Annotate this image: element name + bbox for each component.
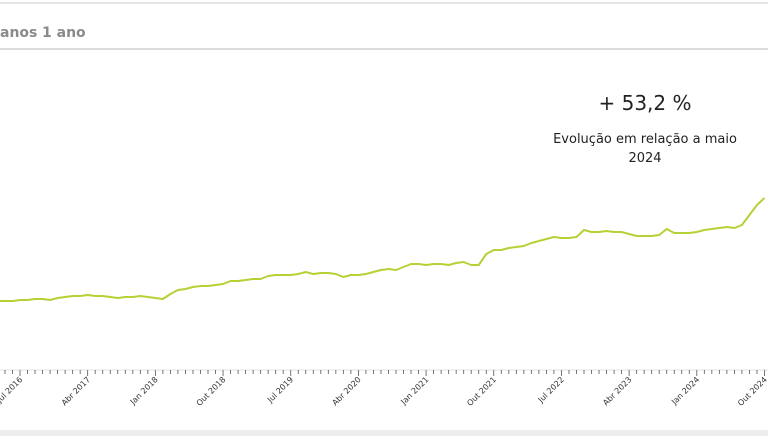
tab[interactable]: anos [0, 25, 37, 41]
line [0, 197, 766, 302]
annotation-value: + 53,2 % [598, 91, 691, 115]
tab[interactable]: 1 ano [42, 25, 86, 41]
annotation-text: 2024 [628, 151, 661, 166]
bottom-band [0, 430, 768, 436]
annotation-text: Evolução em relação a maio [553, 132, 737, 147]
